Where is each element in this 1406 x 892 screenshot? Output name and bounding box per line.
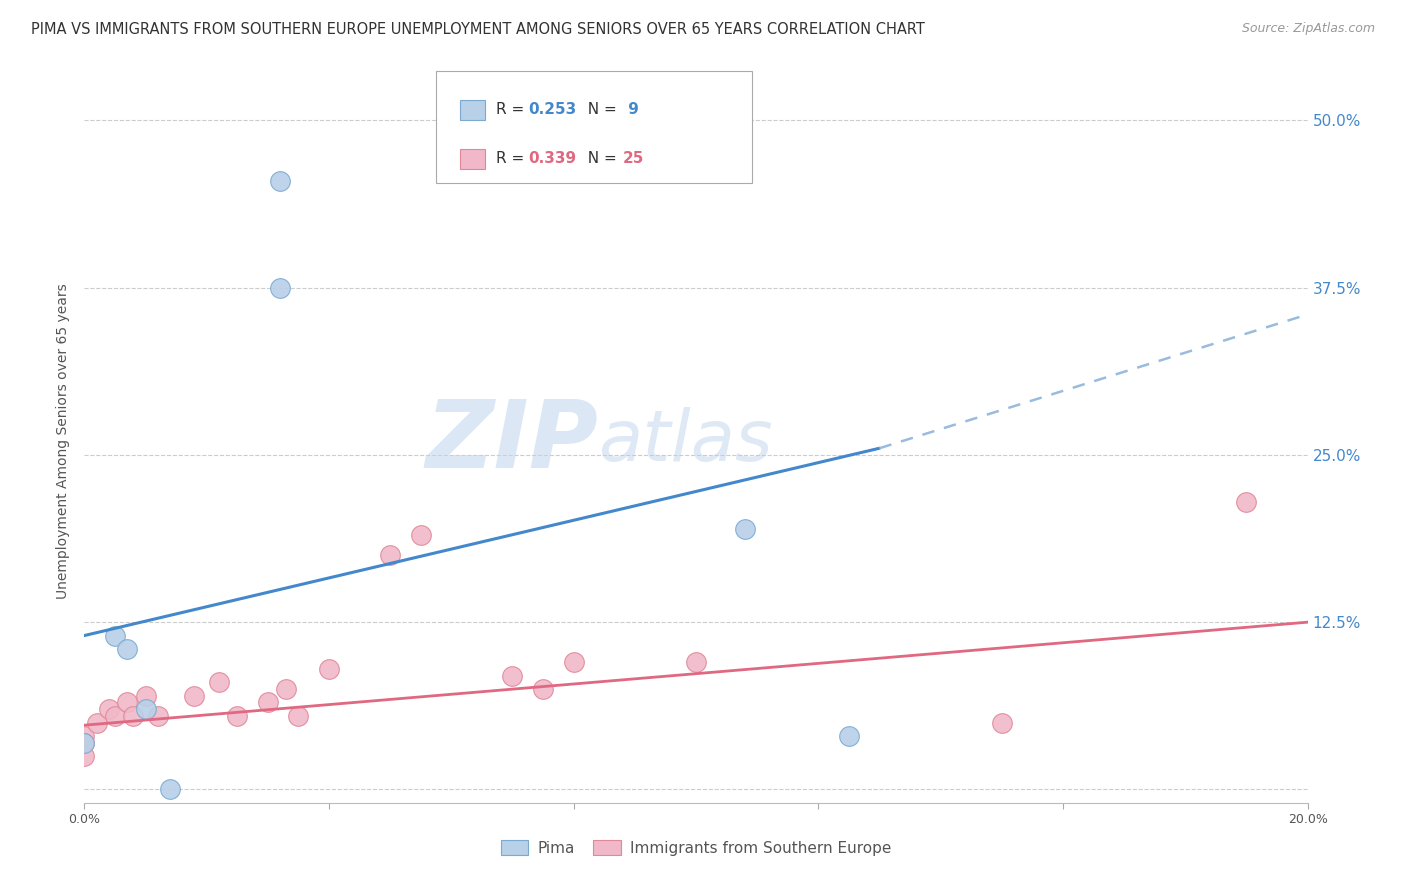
Text: R =: R =	[496, 103, 530, 117]
Point	[991, 715, 1014, 730]
Point	[685, 655, 707, 669]
Text: N =: N =	[578, 152, 621, 166]
Text: 0.339: 0.339	[529, 152, 576, 166]
Point	[257, 696, 280, 710]
Y-axis label: Unemployment Among Seniors over 65 years: Unemployment Among Seniors over 65 years	[56, 284, 70, 599]
Point	[734, 521, 756, 535]
Point	[318, 662, 340, 676]
Point	[115, 642, 138, 657]
Text: atlas: atlas	[598, 407, 773, 476]
Point	[1236, 494, 1258, 508]
Text: 25: 25	[623, 152, 644, 166]
Point	[115, 696, 138, 710]
Point	[73, 735, 96, 749]
Text: ZIP: ZIP	[425, 395, 598, 488]
Text: N =: N =	[578, 103, 621, 117]
Text: PIMA VS IMMIGRANTS FROM SOUTHERN EUROPE UNEMPLOYMENT AMONG SENIORS OVER 65 YEARS: PIMA VS IMMIGRANTS FROM SOUTHERN EUROPE …	[31, 22, 925, 37]
Point	[183, 689, 205, 703]
Point	[73, 749, 96, 764]
Point	[73, 735, 96, 749]
Text: 9: 9	[623, 103, 638, 117]
Text: 0.253: 0.253	[529, 103, 576, 117]
Point	[276, 682, 298, 697]
Point	[562, 655, 585, 669]
Point	[287, 708, 309, 723]
Point	[838, 729, 860, 743]
Point	[269, 281, 291, 295]
Point	[159, 782, 181, 797]
Point	[104, 628, 127, 642]
Point	[502, 669, 524, 683]
Point	[409, 528, 432, 542]
Point	[226, 708, 249, 723]
Point	[135, 689, 157, 703]
Point	[208, 675, 231, 690]
Point	[269, 173, 291, 188]
Point	[146, 708, 169, 723]
Point	[73, 729, 96, 743]
Text: Source: ZipAtlas.com: Source: ZipAtlas.com	[1241, 22, 1375, 36]
Point	[135, 702, 157, 716]
Text: R =: R =	[496, 152, 530, 166]
Point	[380, 548, 402, 563]
Point	[122, 708, 145, 723]
Point	[104, 708, 127, 723]
Legend: Pima, Immigrants from Southern Europe: Pima, Immigrants from Southern Europe	[496, 835, 896, 860]
Point	[531, 682, 554, 697]
Point	[86, 715, 108, 730]
Point	[97, 702, 120, 716]
